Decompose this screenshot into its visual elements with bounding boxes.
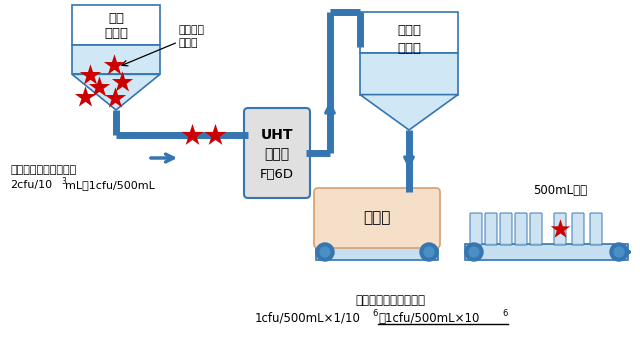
- Text: 殺菌対象: 殺菌対象: [178, 25, 204, 35]
- Bar: [72, 45, 160, 74]
- Polygon shape: [72, 74, 160, 110]
- Text: mL＝1cfu/500mL: mL＝1cfu/500mL: [65, 180, 155, 190]
- Circle shape: [316, 243, 334, 261]
- Polygon shape: [360, 95, 458, 130]
- Text: 1cfu/500mL×1/10: 1cfu/500mL×1/10: [255, 311, 361, 324]
- Circle shape: [469, 247, 479, 257]
- Text: タンク: タンク: [397, 42, 421, 55]
- Circle shape: [610, 243, 628, 261]
- Text: 6: 6: [502, 309, 508, 318]
- Point: [110, 95, 120, 101]
- Text: 3: 3: [61, 176, 66, 185]
- Point: [210, 132, 220, 138]
- Text: UHT: UHT: [260, 128, 293, 142]
- Point: [187, 132, 197, 138]
- Bar: [465, 244, 628, 260]
- Text: 殺菌後の製品液生菌数: 殺菌後の製品液生菌数: [355, 293, 425, 306]
- FancyBboxPatch shape: [590, 213, 602, 245]
- FancyBboxPatch shape: [572, 213, 584, 245]
- Circle shape: [420, 243, 438, 261]
- Bar: [316, 244, 438, 260]
- FancyBboxPatch shape: [515, 213, 527, 245]
- Text: タンク: タンク: [104, 27, 128, 40]
- Point: [555, 226, 565, 232]
- Text: 殺菌前の製品液生菌数: 殺菌前の製品液生菌数: [10, 165, 76, 175]
- Text: 殺菌機: 殺菌機: [264, 148, 289, 162]
- Bar: [72, 5, 160, 45]
- Point: [109, 62, 119, 68]
- Circle shape: [424, 247, 434, 257]
- FancyBboxPatch shape: [314, 188, 440, 248]
- Text: 充填機: 充填機: [364, 211, 390, 225]
- Point: [117, 79, 127, 85]
- Text: ＝1cfu/500mL×10: ＝1cfu/500mL×10: [378, 311, 479, 324]
- Point: [94, 84, 104, 90]
- Bar: [360, 53, 458, 95]
- FancyBboxPatch shape: [470, 213, 482, 245]
- Text: F＝6D: F＝6D: [260, 168, 294, 181]
- Text: 調合: 調合: [108, 13, 124, 26]
- Text: 製品液: 製品液: [397, 24, 421, 37]
- Bar: [360, 12, 458, 53]
- FancyBboxPatch shape: [500, 213, 512, 245]
- FancyBboxPatch shape: [485, 213, 497, 245]
- Point: [80, 94, 90, 100]
- Circle shape: [465, 243, 483, 261]
- Point: [85, 72, 95, 78]
- Text: 2cfu/10: 2cfu/10: [10, 180, 52, 190]
- Text: 6: 6: [372, 309, 378, 318]
- Circle shape: [614, 247, 624, 257]
- Text: 微生物: 微生物: [178, 38, 198, 48]
- Circle shape: [320, 247, 330, 257]
- Text: 500mL容器: 500mL容器: [533, 184, 587, 197]
- FancyBboxPatch shape: [244, 108, 310, 198]
- FancyBboxPatch shape: [530, 213, 542, 245]
- FancyBboxPatch shape: [554, 213, 566, 245]
